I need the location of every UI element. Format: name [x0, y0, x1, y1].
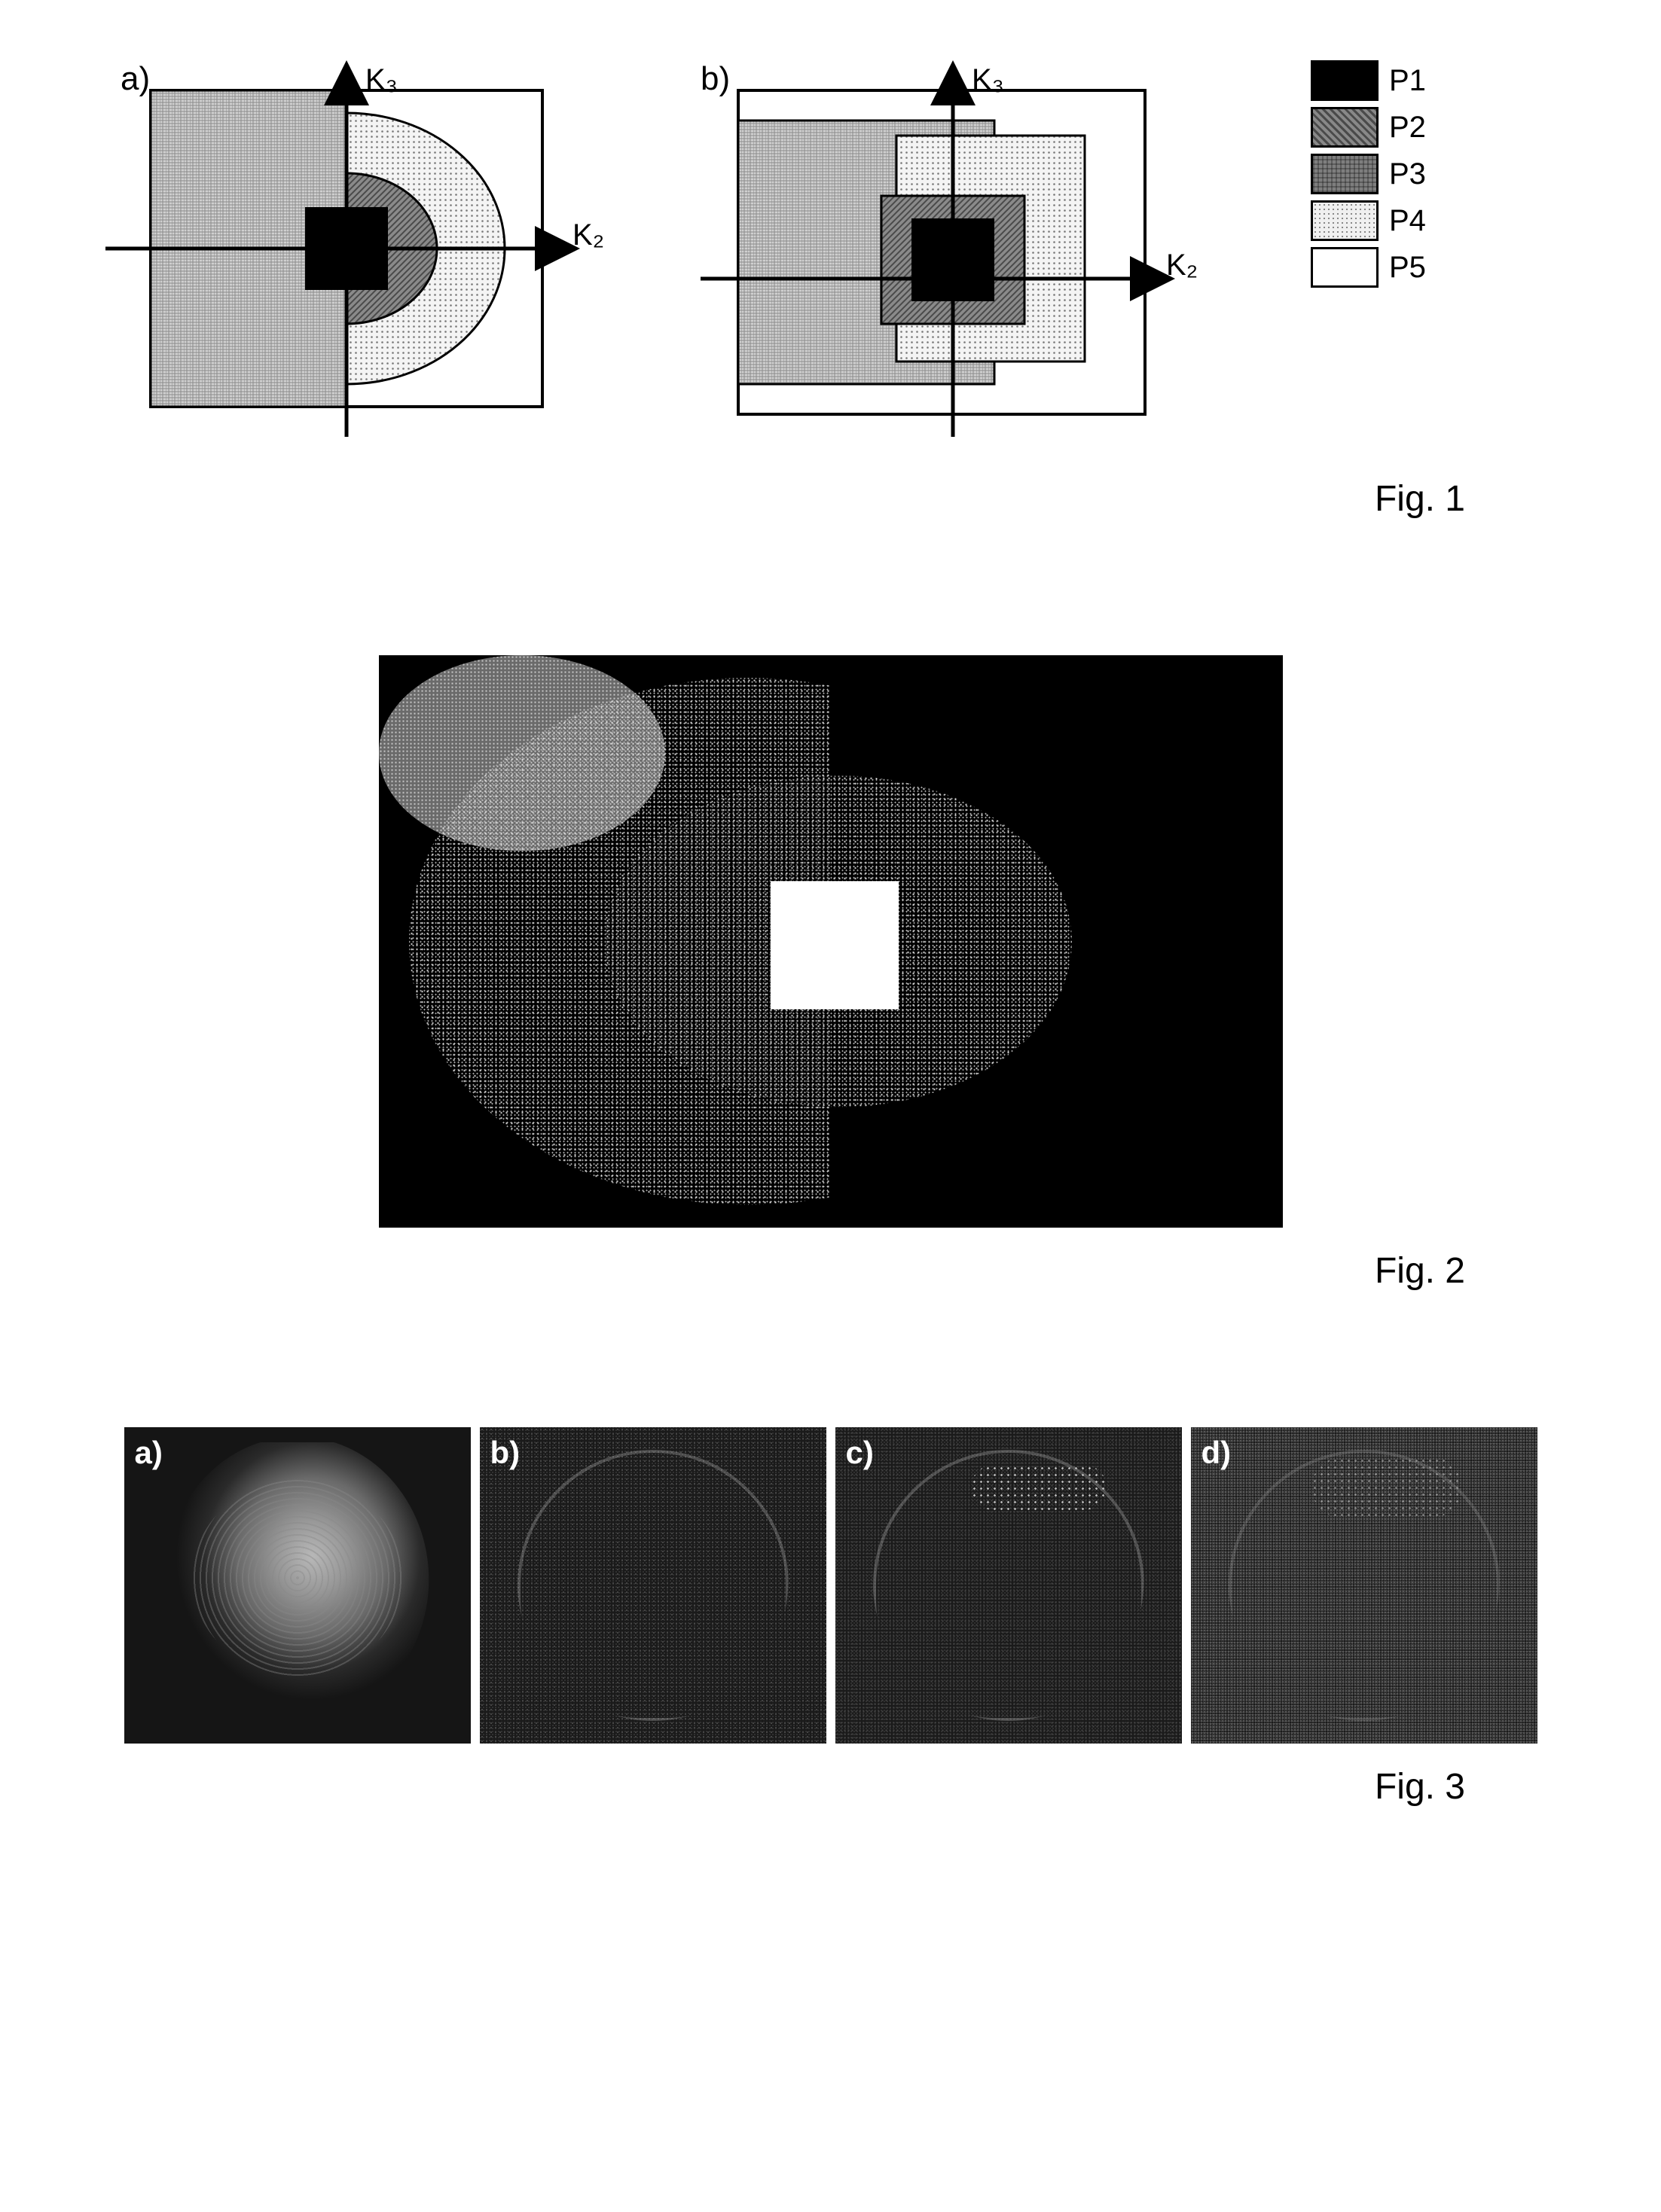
fig3-panel-b: b): [480, 1427, 826, 1744]
panel-a-svg: [105, 60, 588, 452]
fig3-panel-a: a): [124, 1427, 471, 1744]
speckle-d: [1311, 1457, 1462, 1518]
legend-label-p4: P4: [1389, 204, 1426, 238]
fig3-panel-c: c): [835, 1427, 1182, 1744]
swatch-p3: [1311, 154, 1379, 194]
swatch-p2: [1311, 107, 1379, 148]
fig3-label-c: c): [846, 1435, 874, 1471]
fig3-label-d: d): [1201, 1435, 1232, 1471]
figure-3: a) b) c) d) Fig. 3: [105, 1427, 1556, 1808]
legend-label-p3: P3: [1389, 157, 1426, 191]
brain-texture-icon: [192, 1480, 403, 1676]
swatch-p5: [1311, 247, 1379, 288]
panel-b-svg: [693, 60, 1175, 452]
panel-b-axis-y: K₃: [972, 63, 1004, 97]
panel-a-axis-y: K₃: [365, 63, 398, 97]
fig3-label-a: a): [135, 1435, 163, 1471]
fig2-caption: Fig. 2: [105, 1250, 1556, 1292]
panel-b-axis-x: K₂: [1166, 249, 1198, 282]
fig1-legend: P1 P2 P3 P4 P5: [1311, 60, 1426, 288]
fig1-caption: Fig. 1: [105, 478, 1556, 520]
swatch-p4: [1311, 200, 1379, 241]
figure-2: Fig. 2: [105, 655, 1556, 1292]
legend-item-p3: P3: [1311, 154, 1426, 194]
fig1-content: a): [105, 60, 1556, 456]
legend-label-p1: P1: [1389, 64, 1426, 98]
legend-item-p1: P1: [1311, 60, 1426, 101]
brain-outline-b: [518, 1450, 789, 1721]
fig1-panel-b: b): [693, 60, 1235, 456]
fig1-panel-a: a): [105, 60, 648, 456]
panel-a-axis-x: K₂: [572, 218, 604, 252]
fig3-panel-d: d): [1191, 1427, 1537, 1744]
legend-item-p2: P2: [1311, 107, 1426, 148]
fig2-content: [105, 655, 1556, 1228]
legend-item-p5: P5: [1311, 247, 1426, 288]
fig3-content: a) b) c) d): [105, 1427, 1556, 1744]
swatch-p1: [1311, 60, 1379, 101]
legend-label-p5: P5: [1389, 251, 1426, 285]
legend-label-p2: P2: [1389, 111, 1426, 145]
speckle-c: [971, 1465, 1107, 1510]
fig3-caption: Fig. 3: [105, 1766, 1556, 1808]
figure-1: a): [105, 60, 1556, 520]
legend-item-p4: P4: [1311, 200, 1426, 241]
fig2-center-square: [771, 881, 899, 1009]
fig2-canvas: [379, 655, 1283, 1228]
fig3-label-b: b): [490, 1435, 521, 1471]
